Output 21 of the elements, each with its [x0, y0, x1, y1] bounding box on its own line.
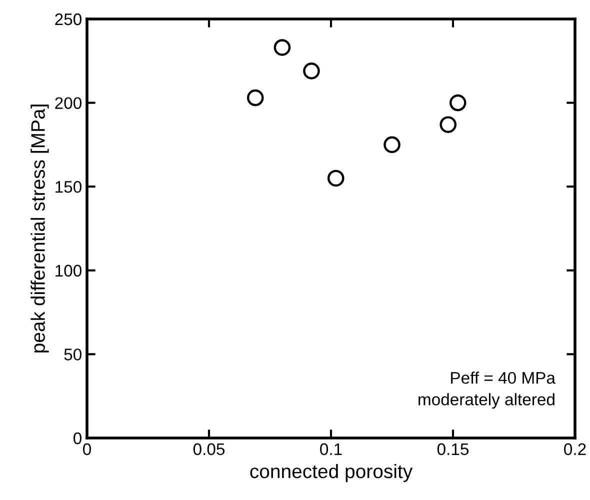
- x-axis-title: connected porosity: [250, 464, 413, 482]
- x-tick-label: 0.05: [193, 443, 225, 456]
- y-axis-title: peak differential stress [MPa]: [30, 104, 49, 352]
- x-tick-label: 0.2: [564, 443, 586, 456]
- y-tick-label: 0: [74, 432, 82, 444]
- point: [449, 94, 466, 112]
- y-tick-label: 250: [55, 13, 82, 26]
- x-tick-label: 0: [83, 443, 91, 456]
- point: [327, 170, 344, 187]
- y-tick-label: 50: [64, 348, 82, 360]
- point: [303, 62, 320, 80]
- x-tick-label: 0.15: [437, 443, 469, 456]
- y-tick-label: 200: [55, 97, 82, 110]
- y-tick-label: 100: [56, 264, 82, 277]
- point: [246, 89, 264, 106]
- y-tick-label: 150: [56, 181, 82, 193]
- point: [274, 39, 291, 56]
- annotation: Peff = 40 MPa moderately altered: [418, 372, 556, 409]
- point: [384, 136, 400, 154]
- x-tick-label: 0.1: [320, 443, 342, 456]
- point: [440, 116, 457, 133]
